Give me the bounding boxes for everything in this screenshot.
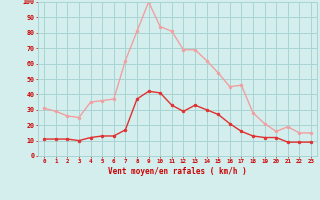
X-axis label: Vent moyen/en rafales ( km/h ): Vent moyen/en rafales ( km/h ) [108,167,247,176]
